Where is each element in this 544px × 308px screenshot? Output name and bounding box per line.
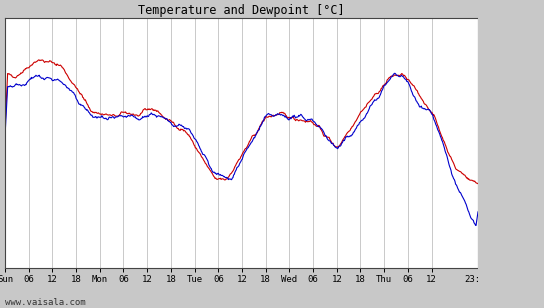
Title: Temperature and Dewpoint [°C]: Temperature and Dewpoint [°C] — [138, 4, 345, 17]
Text: www.vaisala.com: www.vaisala.com — [5, 298, 86, 307]
